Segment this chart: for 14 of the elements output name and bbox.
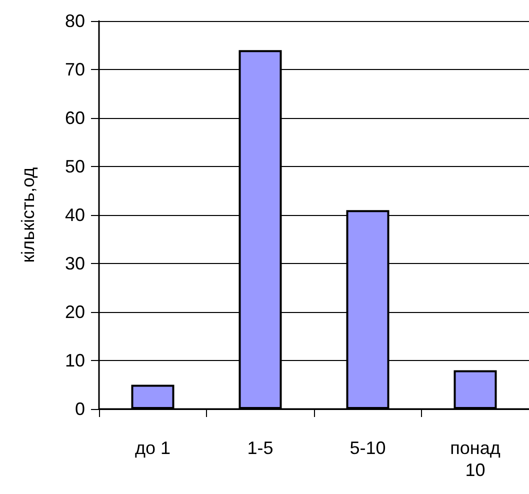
y-tick-label: 70	[64, 60, 85, 80]
y-tick-label: 60	[64, 108, 85, 128]
y-tick-label: 0	[74, 399, 85, 419]
y-axis-title: кількість,од	[18, 166, 38, 263]
y-tick-label: 20	[64, 302, 85, 322]
y-tick-label: 30	[64, 254, 85, 274]
x-tick-label: 1-5	[247, 438, 274, 458]
x-tick-label: 5-10	[350, 438, 386, 458]
y-tick-label: 50	[64, 156, 85, 176]
y-tick-label: 10	[64, 350, 85, 370]
y-tick-label: 40	[64, 205, 85, 225]
x-tick-label: понад 10	[450, 438, 501, 480]
x-tick-label: до 1	[134, 438, 171, 458]
y-tick-label: 80	[64, 11, 85, 31]
